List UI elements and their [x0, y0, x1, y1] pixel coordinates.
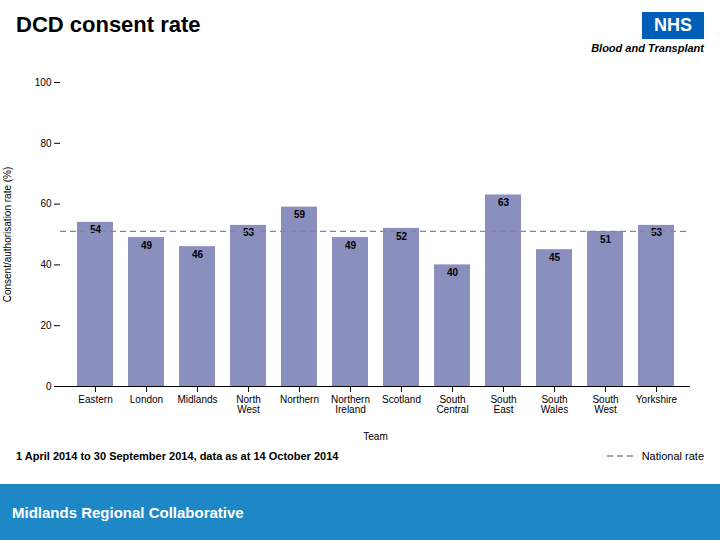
- svg-text:Scotland: Scotland: [382, 394, 421, 405]
- html-text:NHS: NHS: [654, 15, 692, 35]
- svg-text:Midlands: Midlands: [177, 394, 217, 405]
- svg-text:52: 52: [396, 231, 408, 242]
- svg-text:54: 54: [90, 224, 102, 235]
- svg-text:Eastern: Eastern: [78, 394, 112, 405]
- svg-text:63: 63: [498, 197, 510, 208]
- svg-text:49: 49: [141, 240, 153, 251]
- svg-text:60: 60: [40, 198, 52, 209]
- svg-text:45: 45: [549, 252, 561, 263]
- svg-text:London: London: [130, 394, 163, 405]
- svg-text:SouthEast: SouthEast: [490, 394, 516, 415]
- svg-text:0: 0: [46, 381, 52, 392]
- svg-text:SouthWest: SouthWest: [592, 394, 618, 415]
- svg-text:53: 53: [243, 227, 255, 238]
- svg-text:SouthCentral: SouthCentral: [436, 394, 468, 415]
- svg-text:49: 49: [345, 240, 357, 251]
- svg-text:NorthernIreland: NorthernIreland: [331, 394, 370, 415]
- svg-text:NorthWest: NorthWest: [236, 394, 260, 415]
- svg-text:Consent/authorisation rate (%): Consent/authorisation rate (%): [2, 167, 13, 303]
- html-text:Midlands Regional Collaborativ: Midlands Regional Collaborative: [12, 503, 244, 521]
- svg-text:40: 40: [40, 259, 52, 270]
- html-text:Blood and Transplant: Blood and Transplant: [591, 42, 704, 54]
- svg-text:46: 46: [192, 249, 204, 260]
- svg-text:51: 51: [600, 234, 612, 245]
- svg-text:SouthWales: SouthWales: [541, 394, 568, 415]
- svg-text:59: 59: [294, 209, 306, 220]
- svg-text:100: 100: [35, 77, 52, 88]
- html-text:1 April 2014 to 30 September 2: 1 April 2014 to 30 September 2014, data …: [16, 450, 339, 462]
- svg-text:53: 53: [651, 227, 663, 238]
- svg-text:20: 20: [40, 320, 52, 331]
- svg-text:Team: Team: [363, 431, 387, 442]
- html-text:National rate: National rate: [641, 450, 704, 462]
- svg-text:Northern: Northern: [280, 394, 319, 405]
- svg-text:80: 80: [40, 138, 52, 149]
- svg-text:Yorkshire: Yorkshire: [636, 394, 678, 405]
- svg-text:40: 40: [447, 267, 459, 278]
- html-text:DCD consent rate: DCD consent rate: [16, 12, 201, 37]
